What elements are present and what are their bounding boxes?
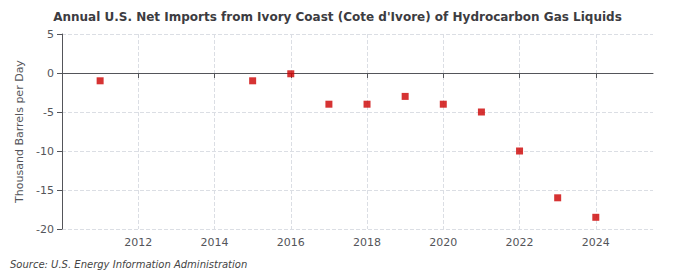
- svg-text:Thousand Barrels per Day: Thousand Barrels per Day: [13, 60, 26, 204]
- svg-text:0: 0: [47, 67, 54, 80]
- svg-text:2020: 2020: [429, 236, 457, 249]
- svg-text:-20: -20: [36, 223, 54, 236]
- svg-text:5: 5: [47, 28, 54, 41]
- svg-text:Source: U.S. Energy Informatio: Source: U.S. Energy Information Administ…: [10, 259, 247, 270]
- svg-text:-15: -15: [36, 184, 54, 197]
- svg-text:2024: 2024: [582, 236, 610, 249]
- svg-text:-10: -10: [36, 145, 54, 158]
- svg-text:2016: 2016: [277, 236, 305, 249]
- svg-text:Annual U.S. Net Imports from I: Annual U.S. Net Imports from Ivory Coast…: [53, 10, 622, 24]
- svg-text:2018: 2018: [353, 236, 381, 249]
- svg-text:2014: 2014: [201, 236, 229, 249]
- svg-text:2012: 2012: [124, 236, 152, 249]
- svg-text:2022: 2022: [506, 236, 534, 249]
- svg-text:-5: -5: [43, 106, 54, 119]
